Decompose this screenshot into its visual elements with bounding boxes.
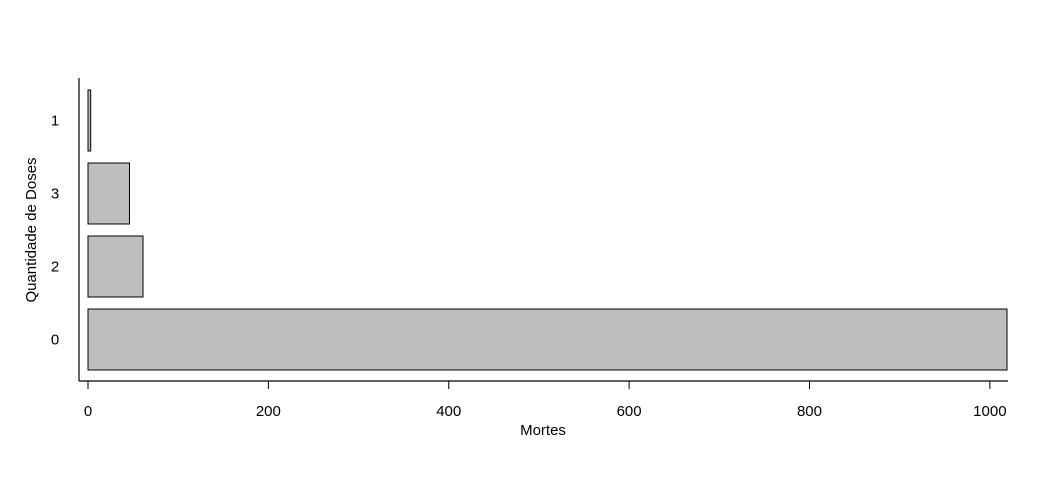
x-tick-label: 1000 (973, 403, 1006, 420)
bar-1 (87, 89, 92, 152)
y-category-label: 3 (51, 186, 59, 203)
bar-3 (87, 162, 130, 225)
y-category-label: 2 (51, 259, 59, 276)
x-tick-label: 200 (256, 403, 281, 420)
y-category-labels-group: 0 2 3 1 (51, 113, 59, 349)
x-tick-label: 0 (84, 403, 92, 420)
y-category-label: 1 (51, 113, 59, 130)
x-ticks-group: 0 200 400 600 800 1000 (84, 381, 1007, 420)
x-axis-label: Mortes (520, 422, 566, 439)
y-axis-label: Quantidade de Doses (23, 157, 40, 302)
y-category-label: 0 (51, 332, 59, 349)
bar-0 (87, 308, 1008, 371)
x-tick-label: 800 (797, 403, 822, 420)
x-tick-label: 400 (436, 403, 461, 420)
bar-2 (87, 235, 144, 298)
bars-group (87, 89, 1008, 371)
x-tick-label: 600 (617, 403, 642, 420)
